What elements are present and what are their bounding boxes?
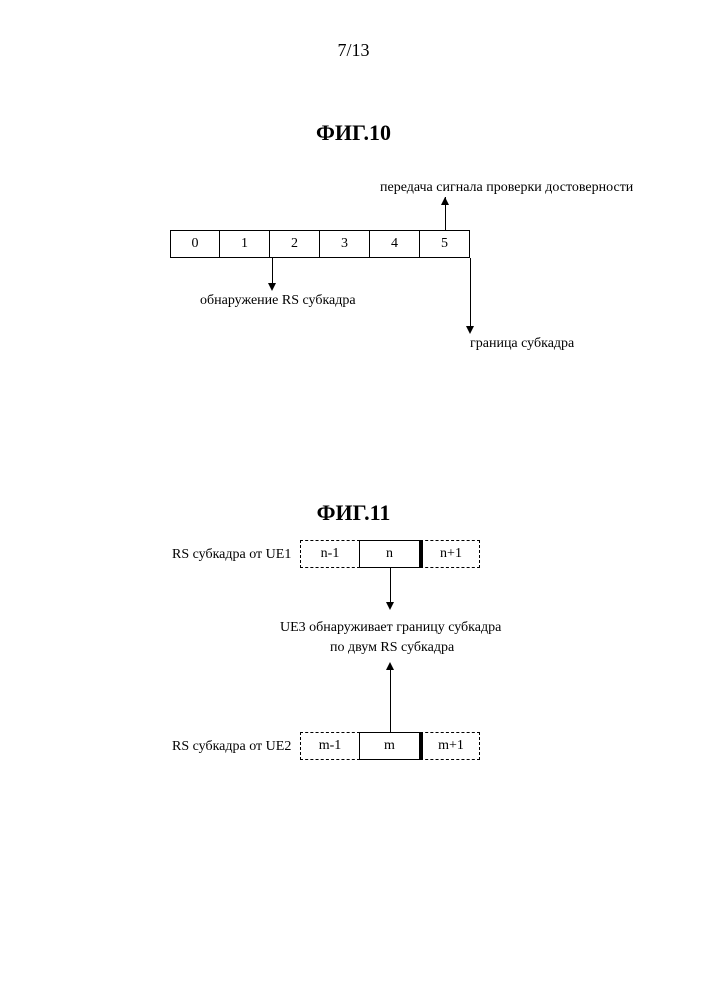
fig11-arrow-ue1-head — [386, 602, 394, 610]
fig11-ue2-label: RS субкадра от UE2 — [172, 739, 291, 755]
fig11-arrow-ue1-shaft — [390, 568, 391, 602]
fig10-arrow-boundary-head — [466, 326, 474, 334]
fig10-row: 0 1 2 3 4 5 — [170, 230, 470, 258]
fig11-ue1-row: n-1 n n+1 — [300, 540, 480, 568]
fig10-cell-1: 1 — [220, 230, 270, 258]
fig11-middle-line2: по двум RS субкадра — [330, 640, 454, 656]
fig10-cell-2: 2 — [270, 230, 320, 258]
fig10-label-boundary: граница субкадра — [470, 336, 574, 352]
fig10-arrow-detect-shaft — [272, 258, 273, 283]
fig10-title: ФИГ.10 — [0, 120, 707, 146]
page: 7/13 ФИГ.10 передача сигнала проверки до… — [0, 0, 707, 1000]
fig10-label-top: передача сигнала проверки достоверности — [380, 180, 633, 196]
fig10-cell-4: 4 — [370, 230, 420, 258]
fig11-ue2-cell-1: m — [360, 732, 420, 760]
fig11-ue2-row: m-1 m m+1 — [300, 732, 480, 760]
fig10-arrow-detect-head — [268, 283, 276, 291]
fig11-title: ФИГ.11 — [0, 500, 707, 526]
fig10-label-detect: обнаружение RS субкадра — [200, 293, 356, 309]
fig11-ue2-cell-2: m+1 — [420, 732, 480, 760]
fig10-cell-5: 5 — [420, 230, 470, 258]
fig10-arrow-boundary-shaft — [470, 258, 471, 326]
page-number: 7/13 — [0, 40, 707, 61]
fig11-arrow-ue2-shaft — [390, 670, 391, 732]
fig11-middle-line1: UE3 обнаруживает границу субкадра — [280, 620, 501, 636]
fig11-ue1-cell-2: n+1 — [420, 540, 480, 568]
fig10-cell-0: 0 — [170, 230, 220, 258]
fig11-ue1-cell-0: n-1 — [300, 540, 360, 568]
fig11-ue1-cell-1: n — [360, 540, 420, 568]
fig11-arrow-ue2-head — [386, 662, 394, 670]
fig10-cell-3: 3 — [320, 230, 370, 258]
fig11-ue1-label: RS субкадра от UE1 — [172, 547, 291, 563]
fig11-ue2-cell-0: m-1 — [300, 732, 360, 760]
fig10-arrow-up-head — [441, 197, 449, 205]
